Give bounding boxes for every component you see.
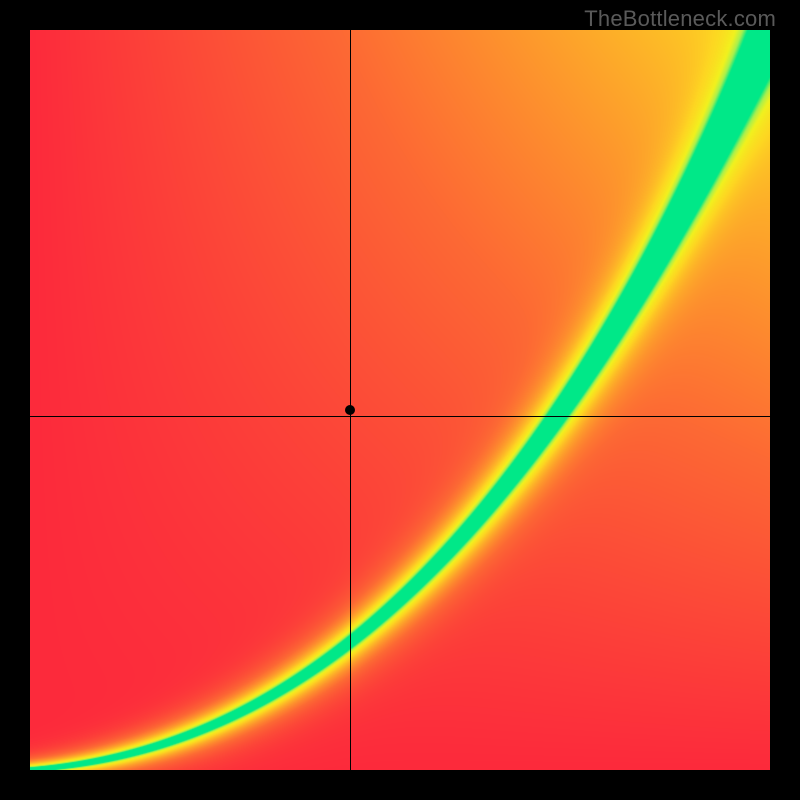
watermark-text: TheBottleneck.com: [584, 6, 776, 32]
heatmap-canvas: [30, 30, 770, 770]
data-point-marker: [345, 405, 355, 415]
crosshair-horizontal: [30, 416, 770, 417]
crosshair-vertical: [350, 30, 351, 770]
bottleneck-heatmap: [30, 30, 770, 770]
